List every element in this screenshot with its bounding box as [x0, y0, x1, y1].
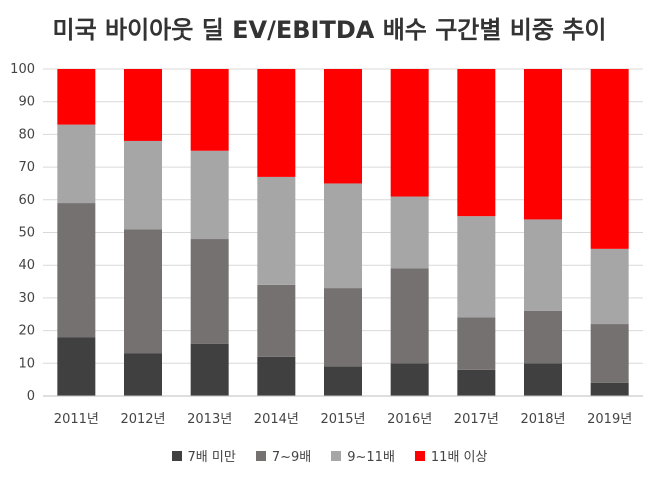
- bar-segment: [190, 69, 229, 151]
- bar-segment: [457, 216, 496, 318]
- bar-segment: [457, 69, 496, 217]
- bar-segment: [590, 382, 629, 396]
- bars: [57, 69, 629, 396]
- bar-segment: [57, 124, 96, 204]
- bar-segment: [57, 203, 96, 338]
- bar-segment: [190, 150, 229, 240]
- bar-segment: [124, 229, 162, 354]
- bar-segment: [324, 183, 362, 289]
- y-tick-label: 0: [27, 389, 35, 404]
- bar-segment: [324, 69, 362, 184]
- y-tick-label: 10: [18, 356, 35, 371]
- bar-segment: [257, 69, 296, 177]
- bar-segment: [324, 366, 362, 396]
- bar-segment: [457, 369, 496, 396]
- y-tick-label: 30: [18, 291, 35, 306]
- x-tick-label: 2015년: [320, 412, 365, 427]
- legend-label: 7배 미만: [187, 450, 236, 465]
- bar-segment: [590, 248, 629, 325]
- legend-item: 7~9배: [255, 446, 312, 465]
- axes: 0 10 20 30 40 50 60 70 80 90 100 2011년 2012년 2013년 201…: [10, 62, 643, 427]
- y-tick-label: 40: [18, 258, 35, 273]
- x-tick-label: 2018년: [520, 412, 565, 427]
- bar-segment: [590, 69, 629, 249]
- legend-item: 9~11배: [331, 446, 395, 465]
- legend-swatch: [171, 450, 182, 461]
- bar-segment: [457, 317, 496, 370]
- y-tick-label: 70: [18, 160, 35, 175]
- bar-segment: [390, 196, 429, 269]
- bar-segment: [57, 69, 96, 125]
- legend-item: 7배 미만: [171, 446, 236, 465]
- bar-segment: [124, 353, 162, 396]
- legend-item: 11배 이상: [414, 446, 488, 465]
- bar-segment: [190, 343, 229, 396]
- bar-segment: [590, 324, 629, 383]
- bar-segment: [124, 140, 162, 230]
- x-tick-label: 2013년: [187, 412, 232, 427]
- y-tick-label: 100: [10, 62, 35, 77]
- bar-segment: [524, 363, 562, 396]
- x-tick-label: 2011년: [54, 412, 99, 427]
- y-tick-label: 80: [18, 127, 35, 142]
- bar-segment: [524, 219, 562, 311]
- legend-swatch: [331, 450, 342, 461]
- bar-segment: [524, 310, 562, 364]
- x-tick-label: 2012년: [120, 412, 165, 427]
- bar-segment: [390, 268, 429, 364]
- bar-segment: [124, 69, 162, 141]
- bar-segment: [390, 363, 429, 396]
- bar-segment: [257, 176, 296, 285]
- bar-segment: [324, 288, 362, 367]
- y-tick-label: 60: [18, 193, 35, 208]
- legend-label: 11배 이상: [430, 450, 488, 465]
- x-tick-label: 2014년: [254, 412, 299, 427]
- bar-segment: [257, 356, 296, 396]
- legend-label: 9~11배: [347, 450, 395, 465]
- bar-segment: [190, 239, 229, 344]
- legend: 7배 미만 7~9배 9~11배 11배 이상: [0, 446, 659, 465]
- y-tick-label: 90: [18, 95, 35, 110]
- x-tick-label: 2017년: [454, 412, 499, 427]
- y-tick-label: 20: [18, 324, 35, 339]
- bar-segment: [257, 284, 296, 357]
- x-tick-label: 2016년: [387, 412, 432, 427]
- bar-segment: [524, 69, 562, 220]
- legend-label: 7~9배: [271, 450, 312, 465]
- y-tick-label: 50: [18, 226, 35, 241]
- legend-swatch: [255, 450, 266, 461]
- x-tick-label: 2019년: [587, 412, 632, 427]
- chart-title: 미국 바이아웃 딜 EV/EBITDA 배수 구간별 비중 추이: [52, 16, 607, 44]
- bar-segment: [57, 337, 96, 396]
- legend-swatch: [414, 450, 425, 461]
- bar-segment: [390, 69, 429, 197]
